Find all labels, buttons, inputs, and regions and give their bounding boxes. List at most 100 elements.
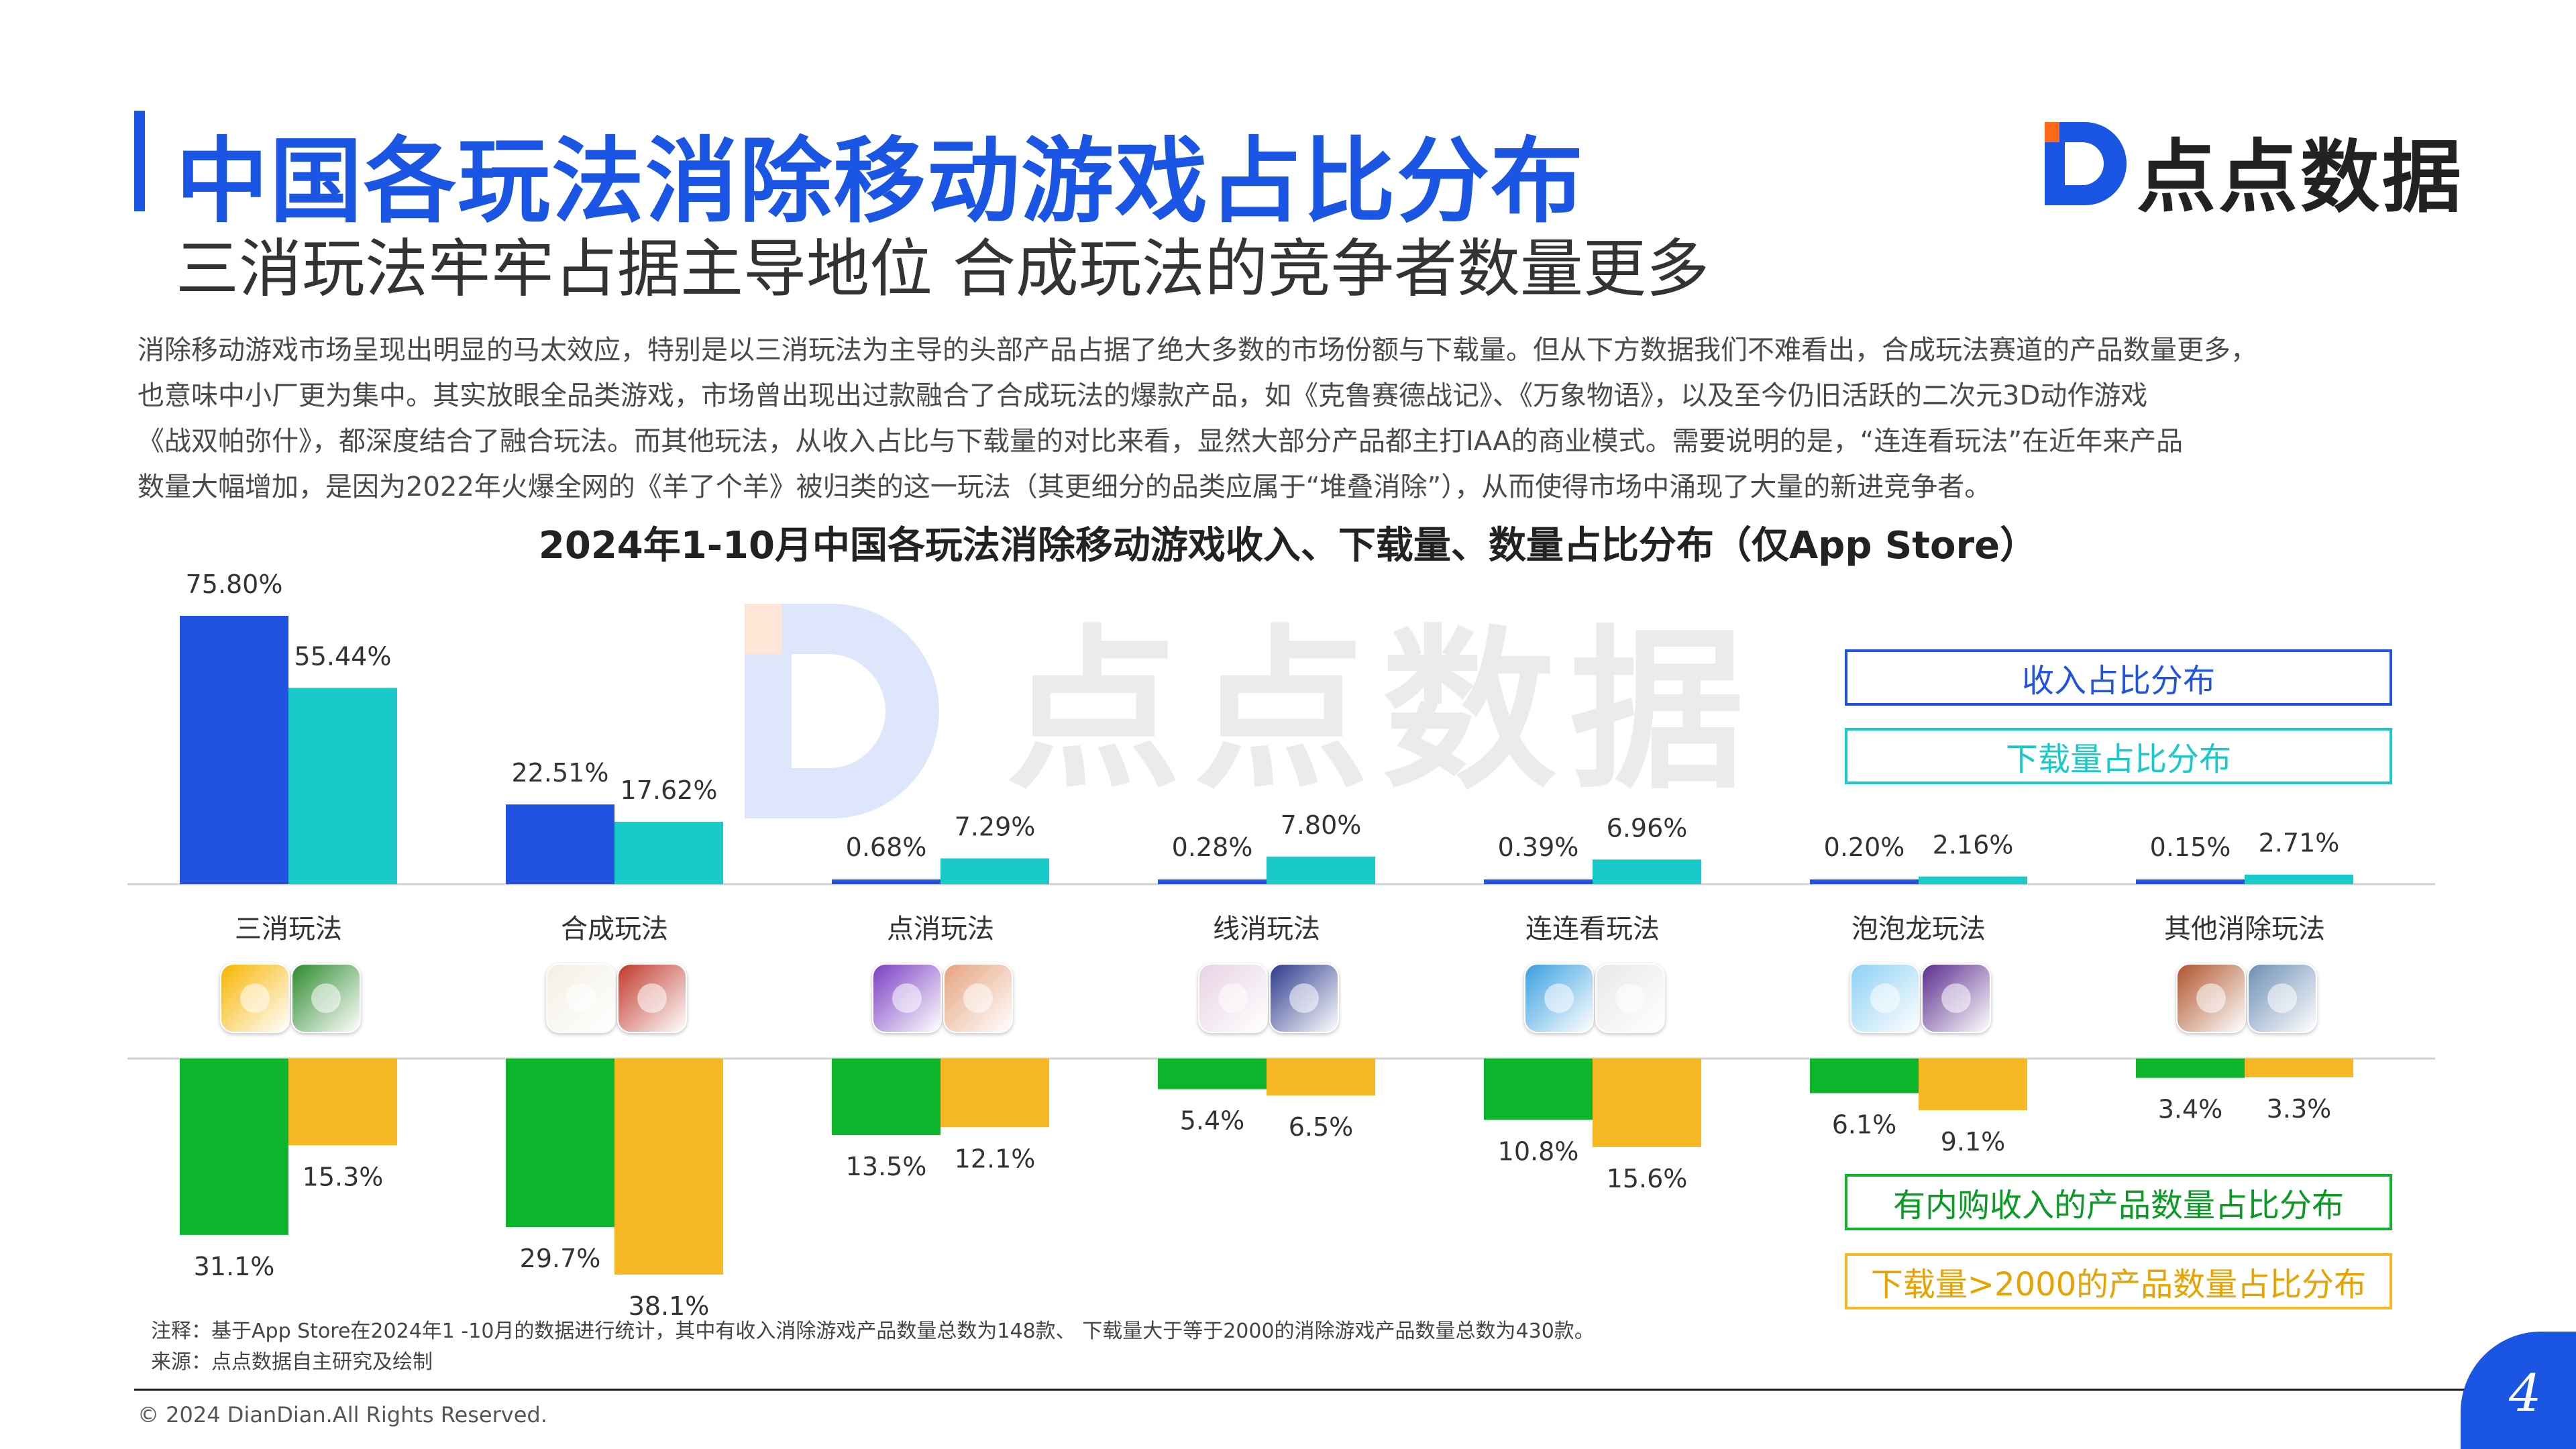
bubble-icon [1269, 963, 1339, 1033]
title-accent-bar [134, 111, 145, 211]
legend-iap-count: 有内购收入的产品数量占比分布 [1845, 1174, 2392, 1230]
shelf-icon [2176, 963, 2246, 1033]
watermark-text: 点点数据 [1006, 610, 1758, 813]
page-number: 4 [2509, 1363, 2542, 1423]
data-label: 3.3% [2267, 1094, 2332, 1124]
icon-detail [311, 983, 341, 1013]
footer-divider [134, 1389, 2576, 1391]
bar-download-count [288, 1059, 397, 1146]
data-label: 75.80% [186, 570, 283, 599]
category-label: 其他消除玩法 [2164, 914, 2325, 945]
data-label: 22.51% [512, 758, 609, 788]
forest-icon [291, 963, 361, 1033]
girl-icon [943, 963, 1013, 1033]
data-label: 6.5% [1289, 1112, 1354, 1142]
bar-downloads [1919, 876, 2027, 884]
category-label: 点消玩法 [887, 914, 994, 945]
cat-icon [1524, 963, 1594, 1033]
intro-line: 《战双帕弥什》，都深度结合了融合玩法。而其他玩法，从收入占比与下载量的对比来看，… [138, 426, 2184, 457]
legend-revenue: 收入占比分布 [1845, 649, 2392, 706]
bubble-grid-icon [1850, 963, 1920, 1033]
data-label: 29.7% [520, 1244, 601, 1273]
footnote: 注释：基于App Store在2024年1 -10月的数据进行统计，其中有收入消… [151, 1316, 1595, 1378]
bar-iap-count [1484, 1059, 1593, 1120]
bar-iap-count [506, 1059, 614, 1228]
sketch-icon [546, 963, 616, 1033]
legend-label: 收入占比分布 [2021, 662, 2215, 700]
data-label: 0.68% [846, 833, 927, 862]
bubble-tree-icon [1921, 963, 1991, 1033]
hero-icon [2247, 963, 2317, 1033]
category-label: 泡泡龙玩法 [1851, 914, 1986, 945]
intro-line: 消除移动游戏市场呈现出明显的马太效应，特别是以三消玩法为主导的头部产品占据了绝大… [138, 335, 2257, 366]
data-label: 31.1% [194, 1252, 275, 1281]
data-label: 38.1% [629, 1291, 710, 1321]
bar-downloads [614, 822, 723, 884]
data-label: 17.62% [621, 775, 718, 805]
icon-detail [2267, 983, 2297, 1013]
data-label: 12.1% [955, 1144, 1036, 1173]
bar-iap-count [180, 1059, 288, 1235]
icon-detail [637, 983, 667, 1013]
data-label: 7.29% [955, 812, 1036, 842]
category-label: 线消玩法 [1213, 914, 1320, 945]
icon-detail [1289, 983, 1319, 1013]
icon-detail [1615, 983, 1645, 1013]
bar-revenue [180, 616, 288, 884]
data-label: 13.5% [846, 1152, 927, 1181]
data-label: 55.44% [294, 641, 392, 671]
data-label: 5.4% [1180, 1106, 1245, 1136]
footnote-source: 来源：点点数据自主研究及绘制 [151, 1350, 433, 1374]
data-label: 6.1% [1832, 1110, 1897, 1140]
logo-text: 点点数据 [2137, 131, 2465, 223]
bar-download-count [941, 1059, 1049, 1128]
page-title: 中国各玩法消除移动游戏占比分布 [176, 127, 1585, 235]
icon-detail [1941, 983, 1971, 1013]
bar-iap-count [2136, 1059, 2245, 1078]
lion-icon [617, 963, 687, 1033]
data-label: 15.3% [303, 1162, 384, 1191]
bird-icon [220, 963, 290, 1033]
icon-detail [892, 983, 922, 1013]
star-candy-icon [872, 963, 942, 1033]
icon-detail [963, 983, 993, 1013]
data-label: 6.96% [1607, 813, 1688, 843]
bar-revenue [2136, 879, 2245, 884]
bar-download-count [1267, 1059, 1375, 1095]
bar-download-count [1919, 1059, 2027, 1110]
bar-revenue [506, 804, 614, 884]
chart-title: 2024年1-10月中国各玩法消除移动游戏收入、下载量、数量占比分布（仅App … [538, 524, 2038, 568]
footnote-note: 注释：基于App Store在2024年1 -10月的数据进行统计，其中有收入消… [151, 1320, 1595, 1343]
bar-iap-count [1158, 1059, 1267, 1089]
bar-iap-count [832, 1059, 941, 1136]
bar-downloads [1267, 856, 1375, 884]
icon-detail [1870, 983, 1900, 1013]
data-label: 2.71% [2259, 828, 2340, 858]
legend-label: 有内购收入的产品数量占比分布 [1892, 1187, 2344, 1224]
anime-girl-icon [1198, 963, 1268, 1033]
legend-label: 下载量占比分布 [2005, 741, 2231, 778]
legend-downloads: 下载量占比分布 [1845, 728, 2392, 784]
bar-download-count [2245, 1059, 2353, 1077]
icon-detail [240, 983, 270, 1013]
bar-download-count [1593, 1059, 1701, 1147]
data-label: 10.8% [1498, 1136, 1579, 1166]
data-label: 0.28% [1172, 833, 1253, 862]
legend-download-count: 下载量>2000的产品数量占比分布 [1845, 1253, 2392, 1309]
bar-revenue [832, 879, 941, 884]
bar-download-count [614, 1059, 723, 1275]
copyright: © 2024 DianDian.All Rights Reserved. [138, 1402, 547, 1428]
bar-revenue [1484, 879, 1593, 884]
bar-downloads [941, 858, 1049, 884]
icon-detail [2196, 983, 2226, 1013]
data-label: 0.20% [1824, 833, 1905, 862]
icon-detail [1544, 983, 1574, 1013]
intro-line: 数量大幅增加，是因为2022年火爆全网的《羊了个羊》被归类的这一玩法（其更细分的… [138, 472, 1992, 502]
data-label: 7.80% [1281, 810, 1362, 840]
bar-iap-count [1810, 1059, 1919, 1093]
data-label: 2.16% [1933, 830, 2014, 860]
legend-label: 下载量>2000的产品数量占比分布 [1870, 1266, 2367, 1303]
bar-downloads [2245, 874, 2353, 884]
bar-downloads [1593, 859, 1701, 884]
